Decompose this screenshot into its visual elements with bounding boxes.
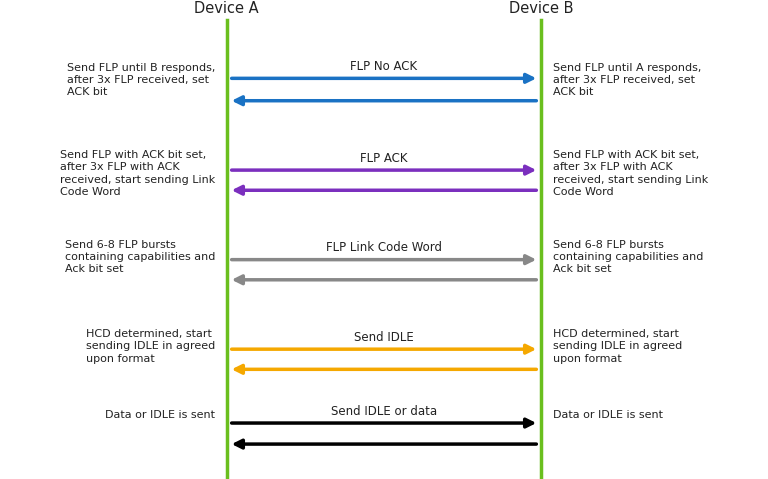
Text: Device B: Device B: [509, 0, 574, 16]
Text: FLP ACK: FLP ACK: [360, 152, 408, 165]
Text: Data or IDLE is sent: Data or IDLE is sent: [105, 410, 215, 420]
Text: Send 6-8 FLP bursts
containing capabilities and
Ack bit set: Send 6-8 FLP bursts containing capabilit…: [65, 240, 215, 274]
Text: Send FLP with ACK bit set,
after 3x FLP with ACK
received, start sending Link
Co: Send FLP with ACK bit set, after 3x FLP …: [60, 150, 215, 197]
Text: FLP Link Code Word: FLP Link Code Word: [326, 241, 442, 254]
Text: Send FLP until A responds,
after 3x FLP received, set
ACK bit: Send FLP until A responds, after 3x FLP …: [553, 63, 701, 97]
Text: HCD determined, start
sending IDLE in agreed
upon format: HCD determined, start sending IDLE in ag…: [86, 329, 215, 364]
Text: Send IDLE: Send IDLE: [354, 331, 414, 344]
Text: FLP No ACK: FLP No ACK: [350, 60, 418, 73]
Text: Send IDLE or data: Send IDLE or data: [331, 405, 437, 418]
Text: Device A: Device A: [194, 0, 259, 16]
Text: Send 6-8 FLP bursts
containing capabilities and
Ack bit set: Send 6-8 FLP bursts containing capabilit…: [553, 240, 703, 274]
Text: HCD determined, start
sending IDLE in agreed
upon format: HCD determined, start sending IDLE in ag…: [553, 329, 682, 364]
Text: Data or IDLE is sent: Data or IDLE is sent: [553, 410, 663, 420]
Text: Send FLP until B responds,
after 3x FLP received, set
ACK bit: Send FLP until B responds, after 3x FLP …: [67, 63, 215, 97]
Text: Send FLP with ACK bit set,
after 3x FLP with ACK
received, start sending Link
Co: Send FLP with ACK bit set, after 3x FLP …: [553, 150, 708, 197]
